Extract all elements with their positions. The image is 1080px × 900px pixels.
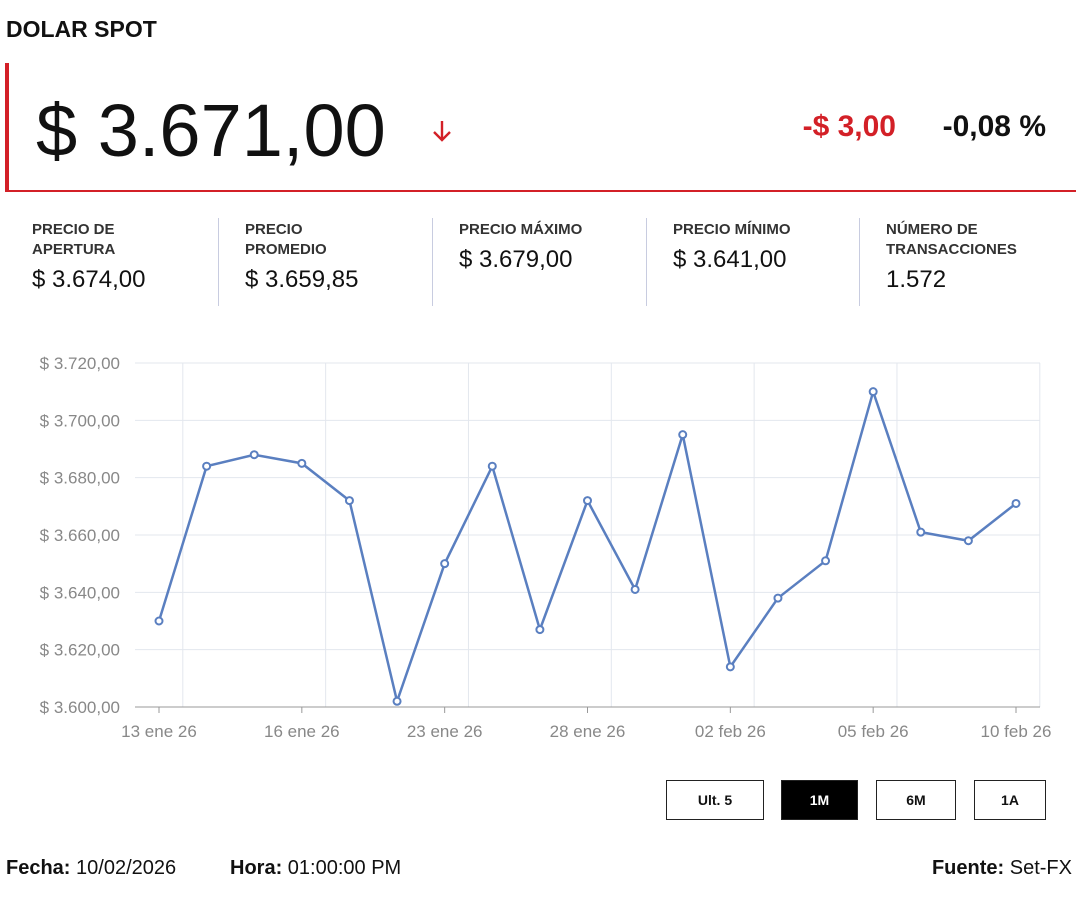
x-tick-label: 02 feb 26 [695, 722, 766, 741]
point [440, 559, 450, 569]
stat-label: PRECIO MÍNIMO [673, 220, 873, 240]
range-button[interactable]: 1M [781, 780, 858, 820]
date-label: Fecha: [6, 857, 71, 879]
stat-value: $ 3.679,00 [459, 246, 573, 273]
price-box [5, 63, 1076, 192]
date: Fecha: 10/02/2026 [6, 857, 176, 880]
source-value: Set-FX [1009, 857, 1072, 879]
point [868, 387, 878, 397]
stat: PRECIO MÍNIMO $ 3.641,00 [673, 220, 873, 274]
x-tick-label: 23 ene 26 [407, 722, 483, 741]
stat: PRECIO DE APERTURA $ 3.674,00 [32, 220, 232, 294]
y-tick-label: $ 3.640,00 [40, 583, 120, 602]
source: Fuente: Set-FX [932, 857, 1072, 880]
stat-value: $ 3.659,85 [245, 266, 359, 293]
point [678, 430, 688, 440]
point [630, 584, 640, 594]
stat-label: NÚMERO DE TRANSACCIONES [886, 220, 1080, 260]
stat-label: PRECIO PROMEDIO [245, 220, 445, 260]
title: DOLAR SPOT [6, 16, 157, 42]
point [154, 616, 164, 626]
x-tick-label: 10 feb 26 [981, 722, 1052, 741]
change: -$ 3,00 [802, 110, 896, 143]
x-tick-label: 16 ene 26 [264, 722, 340, 741]
stat-label-line: TRANSACCIONES [886, 241, 1017, 258]
time: Hora: 01:00:00 PM [230, 857, 401, 880]
stat-label-line: APERTURA [32, 241, 116, 258]
stat-value: 1.572 [886, 266, 947, 293]
point [535, 625, 545, 635]
point [821, 556, 831, 566]
point [487, 461, 497, 471]
time-label: Hora: [230, 857, 283, 879]
chart: $ 3.600,00 $ 3.620,00 $ 3.640,00 $ 3.660,00… [40, 354, 1052, 741]
price: $ 3.671,00 [36, 89, 386, 172]
point [583, 496, 592, 506]
divider [859, 218, 860, 306]
stat-label-line: PRECIO DE [32, 221, 115, 238]
y-tick-label: $ 3.660,00 [40, 526, 120, 545]
point [773, 593, 783, 603]
point [963, 536, 973, 546]
stat: NÚMERO DE TRANSACCIONES 1.572 [886, 220, 1080, 294]
down-arrow [433, 121, 451, 142]
y-tick-label: $ 3.680,00 [40, 469, 120, 488]
divider [218, 218, 219, 306]
point [392, 696, 402, 706]
point [249, 450, 259, 460]
stat-label-line: PRECIO MÍNIMO [673, 221, 791, 238]
point [202, 461, 212, 471]
stat-label-line: NÚMERO DE [886, 221, 978, 238]
x-tick-label: 05 feb 26 [838, 722, 909, 741]
source-label: Fuente: [931, 857, 1005, 879]
stat: PRECIO MÁXIMO $ 3.679,00 [459, 220, 659, 274]
series-line [157, 387, 1017, 706]
point [1011, 498, 1021, 508]
x-tick-label: 28 ene 26 [550, 722, 626, 741]
x-tick-label: 13 ene 26 [121, 722, 197, 741]
stat-label-line: PROMEDIO [245, 241, 327, 258]
range-button[interactable]: Ult. 5 [666, 780, 764, 820]
stat-label: PRECIO MÁXIMO [459, 220, 659, 240]
range-button[interactable]: 1A [974, 780, 1046, 820]
stat-value: $ 3.641,00 [673, 246, 787, 273]
change-pct: -0,08 % [942, 110, 1046, 143]
y-tick-label: $ 3.620,00 [40, 641, 120, 660]
range-button[interactable]: 6M [876, 780, 956, 820]
divider [432, 218, 433, 306]
y-tick-label: $ 3.720,00 [40, 354, 120, 373]
point [725, 662, 735, 672]
point [344, 496, 354, 506]
y-tick-label: $ 3.700,00 [40, 411, 120, 430]
stat: PRECIO PROMEDIO $ 3.659,85 [245, 220, 445, 294]
stat-label-line: PRECIO MÁXIMO [459, 221, 583, 238]
y-tick-label: $ 3.600,00 [40, 698, 120, 717]
stat-label: PRECIO DE APERTURA [32, 220, 232, 260]
time-value: 01:00:00 PM [287, 857, 402, 879]
point [916, 527, 926, 537]
stat-value: $ 3.674,00 [32, 266, 146, 293]
divider [646, 218, 647, 306]
point [297, 458, 307, 468]
date-value: 10/02/2026 [76, 857, 177, 879]
stat-label-line: PRECIO [245, 221, 303, 238]
